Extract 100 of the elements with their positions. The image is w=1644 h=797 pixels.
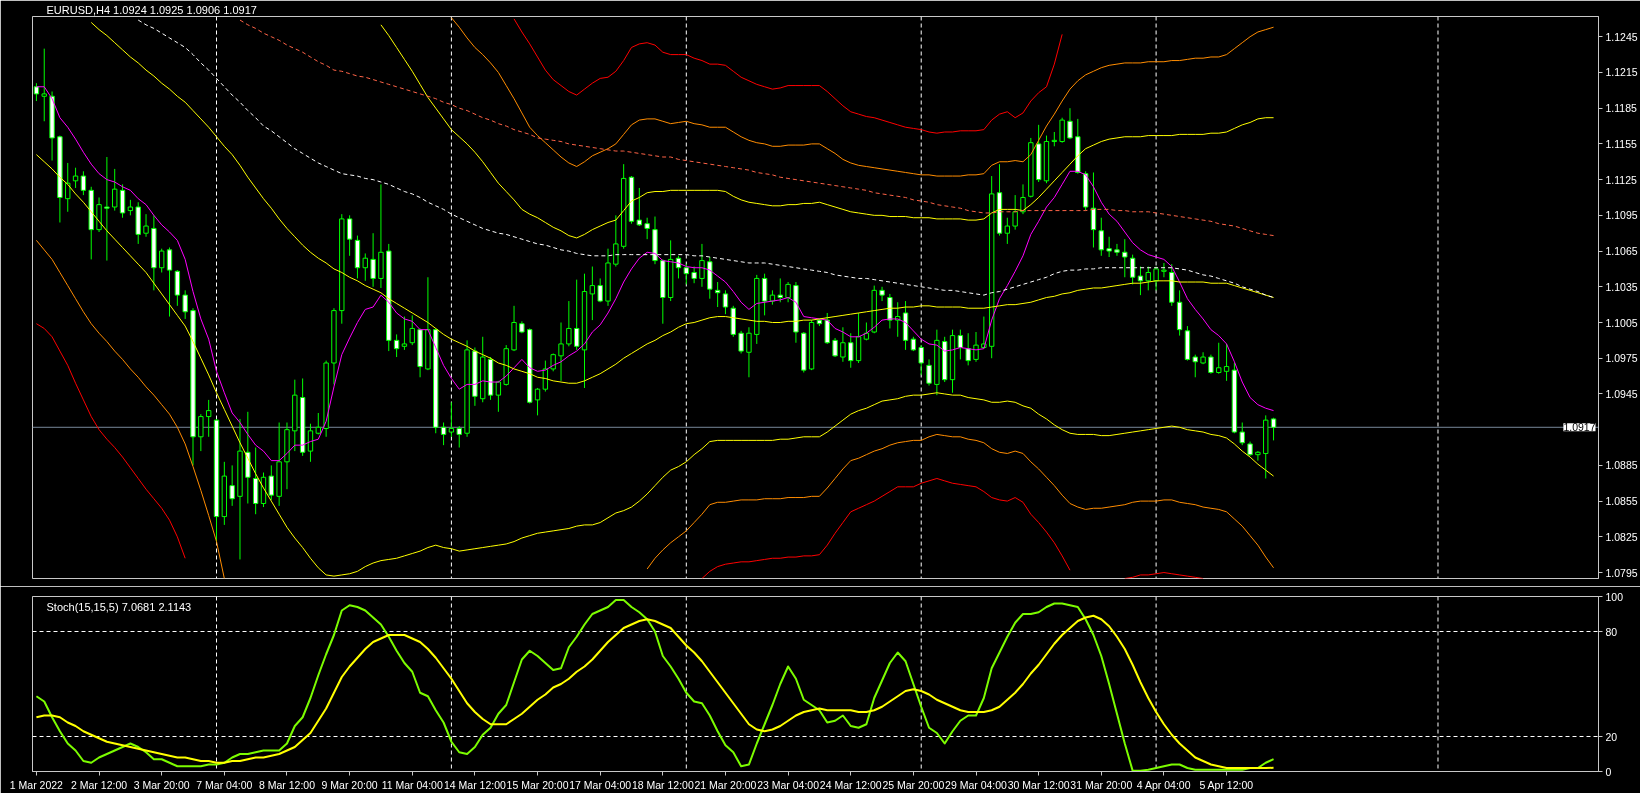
x-tick-label: 18 Mar 12:00 xyxy=(631,778,694,791)
candlestick xyxy=(558,322,564,382)
chart-title: EURUSD,H4 1.0924 1.0925 1.0906 1.0917 xyxy=(46,3,257,16)
y-tick-label: 1.0855 xyxy=(1605,495,1638,508)
y-tick-label: 1.1185 xyxy=(1605,102,1637,115)
candlestick xyxy=(72,167,79,189)
y-tick-label: 1.1065 xyxy=(1605,245,1638,258)
candlestick xyxy=(401,316,408,351)
y-tick-label: 1.1125 xyxy=(1605,173,1637,186)
candlestick xyxy=(840,326,846,363)
x-tick-label: 1 Mar 2022 xyxy=(9,778,64,791)
candlestick xyxy=(393,333,400,358)
y-tick-label: 1.1005 xyxy=(1605,316,1638,329)
x-tick-label: 30 Mar 12:00 xyxy=(1007,778,1070,791)
candlestick xyxy=(566,300,572,347)
candlestick xyxy=(1004,217,1011,245)
candlestick xyxy=(887,293,893,329)
x-tick-label: 17 Mar 04:00 xyxy=(569,778,632,791)
candlestick xyxy=(746,326,752,378)
candlestick xyxy=(1145,266,1151,291)
candlestick xyxy=(307,423,314,463)
candlestick xyxy=(1161,262,1167,278)
candlestick xyxy=(80,170,87,196)
candlestick xyxy=(691,266,697,284)
candlestick xyxy=(534,387,541,416)
candlestick xyxy=(1098,217,1104,257)
y-tick-label: 20 xyxy=(1605,730,1618,743)
candlestick xyxy=(722,289,729,315)
candlestick xyxy=(1223,343,1230,382)
candlestick xyxy=(268,464,275,501)
line-series xyxy=(450,17,1275,177)
candlestick xyxy=(1239,422,1245,446)
x-tick-label: 2 Mar 12:00 xyxy=(71,778,128,791)
candlestick xyxy=(362,252,368,282)
candlestick xyxy=(143,213,149,238)
candlestick xyxy=(104,156,110,262)
candlestick xyxy=(448,401,455,438)
y-tick-label: 1.0795 xyxy=(1605,566,1638,579)
x-tick-label: 4 Apr 04:00 xyxy=(1136,778,1191,791)
candlestick xyxy=(855,312,862,364)
x-tick-label: 11 Mar 04:00 xyxy=(381,778,443,791)
candlestick xyxy=(65,162,71,213)
candlestick xyxy=(644,217,650,240)
candlestick xyxy=(879,286,885,302)
candlestick xyxy=(1208,354,1214,375)
candlestick xyxy=(1114,243,1120,257)
candlestick xyxy=(159,248,165,273)
candlestick xyxy=(636,187,643,227)
x-tick-label: 8 Mar 12:00 xyxy=(258,778,316,791)
candlestick xyxy=(973,331,979,363)
x-tick-label: 21 Mar 20:00 xyxy=(694,778,757,791)
candlestick xyxy=(832,337,838,358)
candlestick xyxy=(166,246,173,318)
candlestick xyxy=(777,277,783,303)
candlestick xyxy=(119,183,126,219)
x-tick-label: 29 Mar 04:00 xyxy=(945,778,1008,791)
x-tick-label: 23 Mar 04:00 xyxy=(757,778,820,791)
candlestick xyxy=(1216,342,1222,375)
x-tick-label: 15 Mar 20:00 xyxy=(506,778,569,791)
y-tick-label: 1.1095 xyxy=(1605,209,1638,222)
candlestick xyxy=(112,168,118,212)
candlestick xyxy=(182,289,188,320)
ref-line-label: 1.0917 xyxy=(1563,421,1596,434)
line-series xyxy=(380,24,1275,239)
candlestick xyxy=(1129,254,1136,285)
candlestick xyxy=(346,214,353,257)
candlestick xyxy=(1255,450,1261,462)
x-tick-label: 9 Mar 20:00 xyxy=(321,778,378,791)
y-tick-label: 1.1215 xyxy=(1605,66,1638,79)
line-series xyxy=(239,19,1275,237)
candlestick xyxy=(824,312,830,345)
candlestick xyxy=(229,464,235,507)
y-tick-label: 1.1245 xyxy=(1605,30,1638,43)
candlestick xyxy=(456,425,462,449)
line-series xyxy=(35,86,1275,462)
x-tick-label: 7 Mar 04:00 xyxy=(196,778,253,791)
candlestick xyxy=(785,281,791,303)
y-tick-label: 1.0975 xyxy=(1605,352,1638,365)
candlestick xyxy=(370,232,376,288)
candlestick xyxy=(965,332,971,366)
candlestick xyxy=(761,273,768,316)
y-tick-label: 1.0825 xyxy=(1605,530,1638,543)
y-tick-label: 100 xyxy=(1605,590,1624,603)
candlestick xyxy=(495,380,502,413)
candlestick xyxy=(699,243,705,288)
x-tick-label: 5 Apr 12:00 xyxy=(1199,778,1254,791)
y-tick-label: 1.0945 xyxy=(1605,387,1638,400)
candlestick xyxy=(981,316,987,350)
candlestick xyxy=(41,48,47,122)
candlestick xyxy=(1106,236,1112,258)
candlestick xyxy=(848,332,854,369)
chart-title: Stoch(15,15,5) 7.0681 2.1143 xyxy=(46,600,192,613)
candlestick xyxy=(1012,194,1018,231)
x-tick-label: 14 Mar 12:00 xyxy=(443,778,506,791)
candlestick xyxy=(1067,107,1073,140)
y-tick-label: 0 xyxy=(1605,765,1612,778)
y-tick-label: 1.1035 xyxy=(1605,280,1638,293)
candlestick xyxy=(926,358,932,387)
candlestick xyxy=(1192,354,1198,378)
candlestick xyxy=(440,422,447,446)
